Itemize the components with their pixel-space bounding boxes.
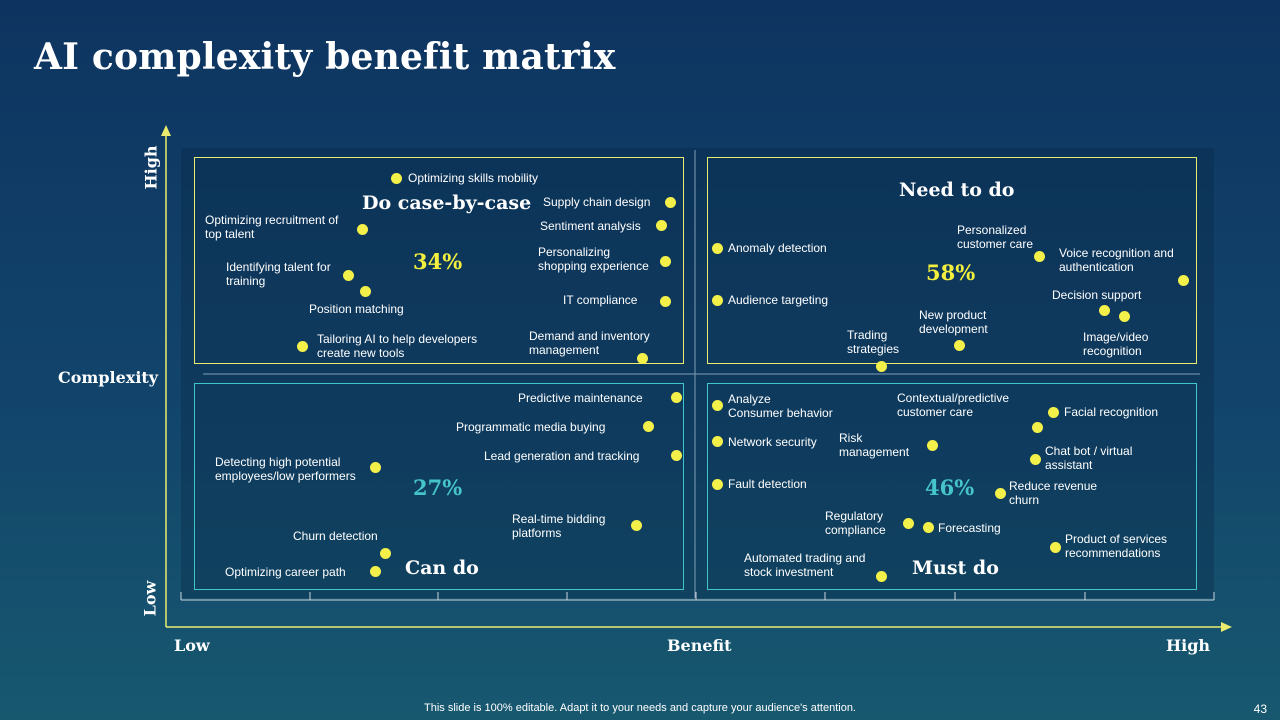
item-dot xyxy=(1178,275,1189,286)
item-label-product-recs: Product of services recommendations xyxy=(1065,532,1168,560)
item-dot xyxy=(1034,251,1045,262)
item-dot xyxy=(660,296,671,307)
item-dot xyxy=(671,450,682,461)
y-axis-low-label: Low xyxy=(140,580,160,617)
item-dot xyxy=(357,224,368,235)
item-dot xyxy=(1119,311,1130,322)
item-dot xyxy=(343,270,354,281)
item-dot xyxy=(712,436,723,447)
item-label-predictive-maint: Predictive maintenance xyxy=(518,391,643,405)
quadrant-do-case-by-case xyxy=(194,157,684,364)
quadrant-title-do-case-by-case: Do case-by-case xyxy=(362,192,532,214)
item-dot xyxy=(370,566,381,577)
item-label-regulatory: Regulatory compliance xyxy=(825,509,886,537)
item-label-analyze-consumer: Analyze Consumer behavior xyxy=(728,392,833,420)
item-dot xyxy=(391,173,402,184)
quadrant-must-do xyxy=(707,383,1197,590)
item-label-skills-mobility: Optimizing skills mobility xyxy=(408,171,539,185)
item-label-trading: Trading strategies xyxy=(847,328,900,356)
item-dot xyxy=(876,571,887,582)
item-label-risk: Risk management xyxy=(839,431,910,459)
quadrant-need-to-do xyxy=(707,157,1197,364)
item-dot xyxy=(297,341,308,352)
item-label-new-product: New product development xyxy=(919,308,988,336)
item-label-lead-gen: Lead generation and tracking xyxy=(484,449,640,463)
item-label-sentiment: Sentiment analysis xyxy=(540,219,641,233)
page-number: 43 xyxy=(1253,702,1267,716)
item-dot xyxy=(876,361,887,372)
item-dot xyxy=(637,353,648,364)
y-axis-title: Complexity xyxy=(58,368,159,387)
item-label-decision: Decision support xyxy=(1052,288,1142,302)
item-dot xyxy=(712,400,723,411)
x-axis-high-label: High xyxy=(1166,636,1211,655)
item-dot xyxy=(1099,305,1110,316)
item-dot xyxy=(712,479,723,490)
item-label-tailoring-ai: Tailoring AI to help developers create n… xyxy=(317,332,478,360)
item-label-contextual-care: Contextual/predictive customer care xyxy=(897,391,1010,419)
item-label-supply-chain: Supply chain design xyxy=(543,195,651,209)
item-label-anomaly: Anomaly detection xyxy=(728,241,827,255)
item-label-fault-detection: Fault detection xyxy=(728,477,807,491)
quadrant-title-must-do: Must do xyxy=(912,557,999,579)
quadrant-percent-can-do: 27% xyxy=(413,475,463,500)
page-title: AI complexity benefit matrix xyxy=(34,36,616,78)
item-label-voice: Voice recognition and authentication xyxy=(1059,246,1174,274)
item-dot xyxy=(660,256,671,267)
quadrant-percent-need-to-do: 58% xyxy=(926,260,976,285)
item-dot xyxy=(370,462,381,473)
item-label-automated-trading: Automated trading and stock investment xyxy=(744,551,866,579)
quadrant-percent-do-case-by-case: 34% xyxy=(413,249,463,274)
item-dot xyxy=(923,522,934,533)
item-label-position-matching: Position matching xyxy=(309,302,404,316)
item-label-image-video: Image/video recognition xyxy=(1083,330,1149,358)
item-label-network-security: Network security xyxy=(728,435,817,449)
item-dot xyxy=(927,440,938,451)
item-dot xyxy=(643,421,654,432)
x-axis-title: Benefit xyxy=(667,636,732,655)
item-label-audience: Audience targeting xyxy=(728,293,829,307)
x-axis-arrow xyxy=(1221,622,1232,632)
item-dot xyxy=(712,243,723,254)
item-dot xyxy=(671,392,682,403)
item-dot xyxy=(656,220,667,231)
quadrant-title-need-to-do: Need to do xyxy=(899,179,1015,201)
item-label-career-path: Optimizing career path xyxy=(225,565,346,579)
item-label-detecting-high: Detecting high potential employees/low p… xyxy=(215,455,356,483)
item-dot xyxy=(1048,407,1059,418)
item-label-personalizing-shopping: Personalizing shopping experience xyxy=(538,245,649,273)
item-label-it-compliance: IT compliance xyxy=(563,293,638,307)
quadrant-title-can-do: Can do xyxy=(405,557,479,579)
item-dot xyxy=(380,548,391,559)
item-label-programmatic: Programmatic media buying xyxy=(456,420,606,434)
item-dot xyxy=(1030,454,1041,465)
item-label-identifying-talent: Identifying talent for training xyxy=(226,260,331,288)
item-label-facial: Facial recognition xyxy=(1064,405,1159,419)
item-dot xyxy=(903,518,914,529)
item-label-rtb: Real-time bidding platforms xyxy=(512,512,606,540)
footer-note: This slide is 100% editable. Adapt it to… xyxy=(424,702,856,714)
item-dot xyxy=(995,488,1006,499)
x-axis-low-label: Low xyxy=(174,636,210,655)
item-dot xyxy=(631,520,642,531)
item-dot xyxy=(360,286,371,297)
item-label-chatbot: Chat bot / virtual assistant xyxy=(1045,444,1133,472)
y-axis-arrow xyxy=(161,125,171,136)
item-dot xyxy=(712,295,723,306)
quadrant-percent-must-do: 46% xyxy=(925,475,975,500)
item-dot xyxy=(665,197,676,208)
item-label-personalized-care: Personalized customer care xyxy=(957,223,1034,251)
matrix-background xyxy=(181,148,1214,598)
y-axis-high-label: High xyxy=(141,145,161,190)
item-label-reduce-churn: Reduce revenue churn xyxy=(1009,479,1098,507)
item-label-churn-detection: Churn detection xyxy=(293,529,378,543)
item-dot xyxy=(1032,422,1043,433)
item-label-demand-inventory: Demand and inventory management xyxy=(529,329,650,357)
item-label-forecasting: Forecasting xyxy=(938,521,1001,535)
item-label-recruitment: Optimizing recruitment of top talent xyxy=(205,213,339,241)
quadrant-can-do xyxy=(194,383,684,590)
item-dot xyxy=(954,340,965,351)
item-dot xyxy=(1050,542,1061,553)
